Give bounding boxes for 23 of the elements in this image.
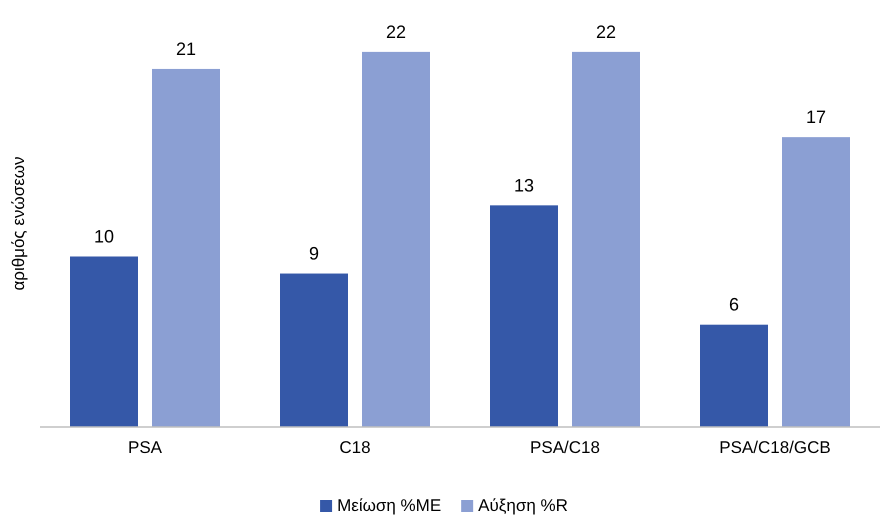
y-axis-title: αριθμός ενώσεων	[9, 156, 28, 291]
x-tick-label: C18	[339, 438, 371, 458]
bar	[152, 68, 220, 427]
legend-label: Αύξηση %R	[478, 496, 568, 515]
bar	[70, 256, 138, 427]
legend-label: Μείωση %ME	[337, 496, 442, 515]
bar	[700, 324, 768, 427]
x-tick-label: PSA/C18	[530, 438, 600, 458]
bar	[362, 52, 430, 427]
data-label: 22	[386, 22, 406, 42]
bar	[782, 137, 850, 427]
data-label: 10	[94, 226, 114, 246]
bar	[490, 205, 558, 427]
bar	[572, 52, 640, 427]
x-tick-label: PSA/C18/GCB	[719, 438, 831, 458]
data-label: 9	[308, 244, 320, 264]
data-label: 22	[596, 22, 616, 42]
data-label: 21	[176, 38, 196, 59]
data-label: 6	[728, 294, 740, 315]
bar	[280, 274, 348, 427]
data-label: 17	[806, 107, 826, 128]
data-label: 13	[514, 175, 534, 196]
x-tick-label: PSA	[128, 438, 163, 458]
